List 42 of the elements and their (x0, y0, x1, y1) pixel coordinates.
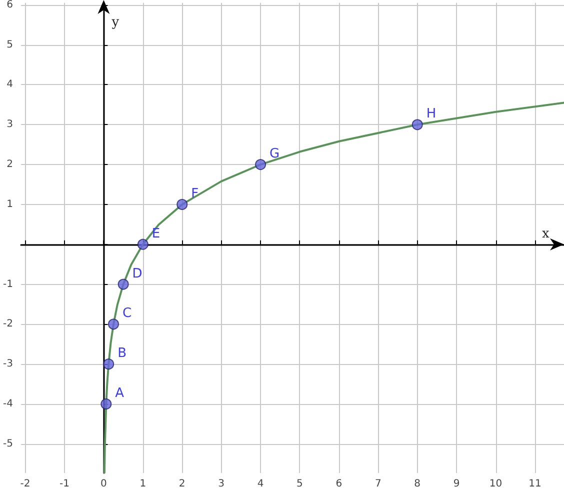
annotation: D (132, 266, 142, 282)
x-tick-label: 8 (414, 478, 421, 489)
x-tick-label: 2 (178, 478, 186, 489)
point (103, 358, 114, 370)
y-tick-label: -4 (2, 398, 13, 410)
y-tick-label: 2 (6, 159, 13, 170)
y-tick-label: 3 (6, 119, 13, 130)
y-tick-label: -2 (2, 318, 13, 330)
x-tick-label: 11 (528, 478, 542, 489)
x-tick-label: -2 (20, 478, 30, 489)
y-tick-label: 5 (6, 39, 13, 50)
annotation: A (115, 386, 124, 401)
y-tick-label: 4 (6, 79, 13, 90)
x-tick-label: 10 (489, 478, 502, 489)
point (412, 119, 423, 130)
y-tick-label: 6 (6, 0, 13, 10)
point (108, 318, 119, 330)
y-tick-label: -5 (2, 438, 13, 450)
annotation: C (122, 306, 132, 322)
annotation: G (270, 146, 280, 162)
y-tick-label: -1 (2, 278, 13, 290)
point (118, 278, 129, 290)
x-tick-label: 6 (336, 478, 342, 489)
x-tick-label: 3 (218, 478, 225, 489)
x-axis-title: x (542, 226, 550, 242)
point (255, 159, 266, 170)
x-tick-label: -1 (60, 478, 70, 489)
y-tick-label: 1 (6, 198, 13, 210)
annotation: H (426, 106, 436, 122)
x-tick-label: 0 (100, 478, 107, 489)
x-tick-label: 4 (257, 478, 264, 489)
y-tick-label: -3 (2, 358, 13, 370)
x-tick-label: 1 (140, 478, 146, 489)
annotation: E (152, 226, 160, 242)
point (100, 398, 112, 410)
point (176, 198, 188, 210)
annotation: B (118, 346, 127, 362)
point (137, 238, 148, 250)
x-tick-label: 5 (296, 478, 303, 489)
y-axis-title: y (110, 14, 120, 30)
x-tick-label: 7 (374, 478, 382, 489)
x-tick-label: 9 (453, 478, 460, 489)
